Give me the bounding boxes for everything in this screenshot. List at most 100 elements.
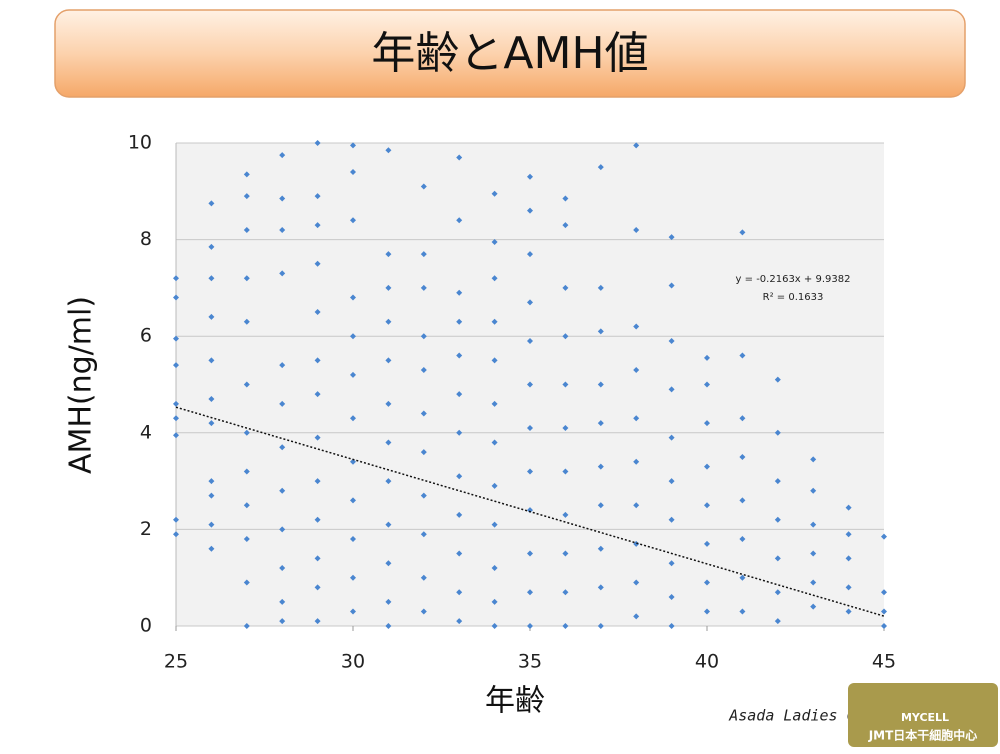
point (279, 362, 286, 369)
y-tick-label: 0 (140, 615, 152, 637)
point (385, 560, 392, 567)
point (633, 226, 640, 233)
point (774, 376, 781, 383)
point (243, 226, 250, 233)
point (173, 400, 179, 407)
point (456, 289, 463, 296)
point (208, 275, 215, 282)
point (704, 579, 710, 586)
point (314, 478, 321, 485)
point (208, 545, 215, 552)
point (845, 504, 852, 511)
point (491, 565, 498, 572)
point (350, 217, 356, 224)
point (420, 449, 427, 456)
point (491, 239, 498, 246)
trendline (175, 406, 885, 617)
point (420, 251, 427, 258)
point (527, 550, 533, 557)
point (314, 391, 321, 398)
point (739, 453, 746, 460)
point (491, 275, 498, 282)
point (208, 478, 215, 485)
y-tick-label: 2 (140, 518, 152, 540)
point (385, 521, 392, 528)
point (810, 550, 817, 557)
point (527, 468, 533, 475)
point (633, 323, 640, 330)
point (562, 284, 569, 291)
point (668, 434, 675, 441)
point (350, 371, 356, 378)
point (491, 357, 498, 364)
point (739, 574, 746, 581)
point (668, 560, 675, 567)
point (279, 565, 286, 572)
point (597, 420, 604, 427)
point (314, 584, 321, 591)
point (597, 328, 604, 335)
point (243, 536, 250, 543)
point (597, 381, 604, 388)
point (279, 400, 286, 407)
point (881, 623, 887, 629)
point (704, 540, 710, 547)
point (314, 140, 321, 146)
point (279, 226, 286, 233)
point (562, 222, 569, 229)
point (597, 502, 604, 509)
point (208, 357, 215, 364)
point (491, 521, 498, 528)
point (385, 284, 392, 291)
point (527, 623, 533, 629)
point (420, 367, 427, 374)
point (491, 318, 498, 325)
point (739, 497, 746, 504)
point (173, 294, 179, 301)
point (774, 478, 781, 485)
point (350, 168, 356, 175)
point (208, 243, 215, 250)
point (385, 357, 392, 364)
point (562, 511, 569, 518)
point (350, 536, 356, 543)
point (243, 318, 250, 325)
point (279, 598, 286, 605)
point (527, 173, 533, 180)
point (597, 545, 604, 552)
point (314, 309, 321, 316)
point (668, 338, 675, 345)
point (208, 313, 215, 320)
point (173, 362, 179, 369)
point (668, 234, 675, 241)
trendline-equation: y = -0.2163x + 9.9382 (736, 274, 851, 285)
point (562, 333, 569, 340)
point (633, 415, 640, 422)
point (420, 574, 427, 581)
point (350, 608, 356, 615)
point (668, 594, 675, 601)
point (350, 458, 356, 465)
x-tick-label: 40 (695, 651, 719, 673)
point (350, 142, 356, 149)
point (350, 294, 356, 301)
point (420, 284, 427, 291)
point (668, 282, 675, 289)
point (350, 415, 356, 422)
point (491, 482, 498, 489)
point (456, 473, 463, 480)
point (208, 521, 215, 528)
y-axis-label: AMH(ng/ml) (64, 296, 99, 474)
point (633, 367, 640, 374)
point (279, 526, 286, 533)
point (173, 432, 179, 439)
point (385, 623, 392, 629)
point (208, 200, 215, 207)
point (527, 507, 533, 514)
point (208, 420, 215, 427)
point (208, 492, 215, 499)
point (704, 354, 710, 361)
point (527, 338, 533, 345)
point (385, 400, 392, 407)
logo-text: MYCELL (901, 711, 949, 724)
